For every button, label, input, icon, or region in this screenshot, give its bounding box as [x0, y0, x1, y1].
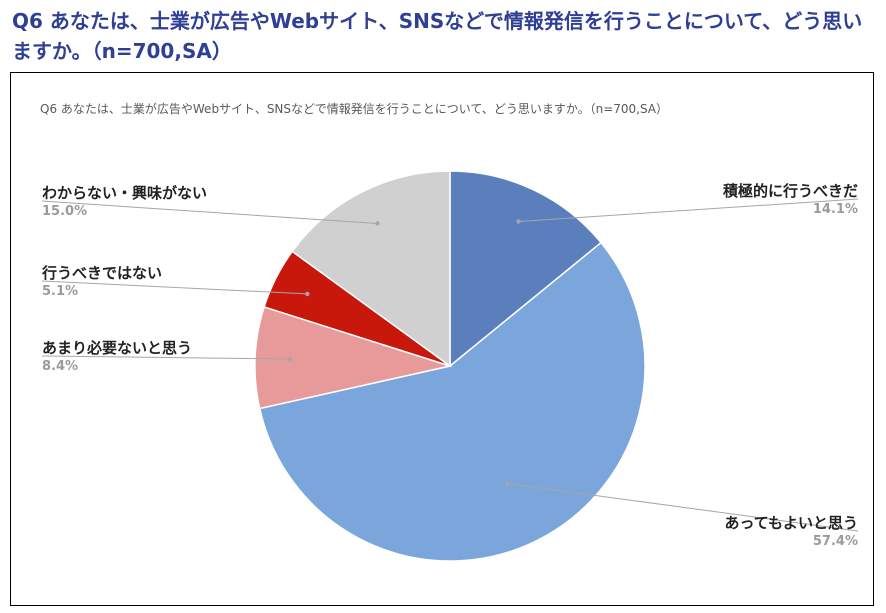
slice-label-value: 15.0% — [42, 204, 88, 219]
slice-label-value: 5.1% — [42, 284, 79, 299]
slice-label: 積極的に行うべきだ 14.1% — [723, 180, 858, 217]
leader-dot — [305, 291, 310, 297]
leader-dot — [288, 356, 293, 362]
pie-slice — [291, 170, 451, 368]
pie-slice — [258, 241, 646, 562]
pie-slice — [449, 170, 603, 368]
slice-label-name: 積極的に行うべきだ — [722, 182, 858, 200]
slice-label: あまり必要ないと思う 8.4% — [42, 337, 192, 374]
heading-line-1: Q6 あなたは、士業が広告やWebサイト、SNSなどで情報発信を行うことについて… — [12, 9, 863, 33]
slice-label-name: わからない・興味がない — [42, 184, 208, 202]
leader-dot — [516, 219, 521, 224]
chart-title: Q6 あなたは、士業が広告やWebサイト、SNSなどで情報発信を行うことについて… — [40, 102, 669, 116]
slice-label-name: あってもよいと思う — [724, 514, 858, 532]
heading-line-2: ますか。（n=700,SA） — [12, 39, 232, 63]
slice-label-name: あまり必要ないと思う — [42, 339, 193, 357]
leader-line — [518, 198, 859, 222]
leader-dot — [375, 221, 380, 226]
leader-line — [41, 200, 378, 224]
slice-label-value: 8.4% — [42, 359, 79, 374]
leader-line — [507, 483, 859, 532]
slice-label: わからない・興味がない 15.0% — [42, 182, 207, 219]
leader-line — [41, 280, 308, 295]
slice-label-name: 行うべきではない — [42, 264, 163, 282]
pie-slice — [254, 305, 453, 410]
page-heading: Q6 あなたは、士業が広告やWebサイト、SNSなどで情報発信を行うことについて… — [12, 6, 882, 66]
slice-label-value: 14.1% — [812, 202, 858, 217]
slice-label: 行うべきではない 5.1% — [42, 262, 162, 299]
leader-line — [41, 355, 291, 360]
slice-label: あってもよいと思う 57.4% — [724, 512, 858, 549]
slice-label-value: 57.4% — [812, 534, 858, 549]
leader-dot — [504, 481, 510, 486]
